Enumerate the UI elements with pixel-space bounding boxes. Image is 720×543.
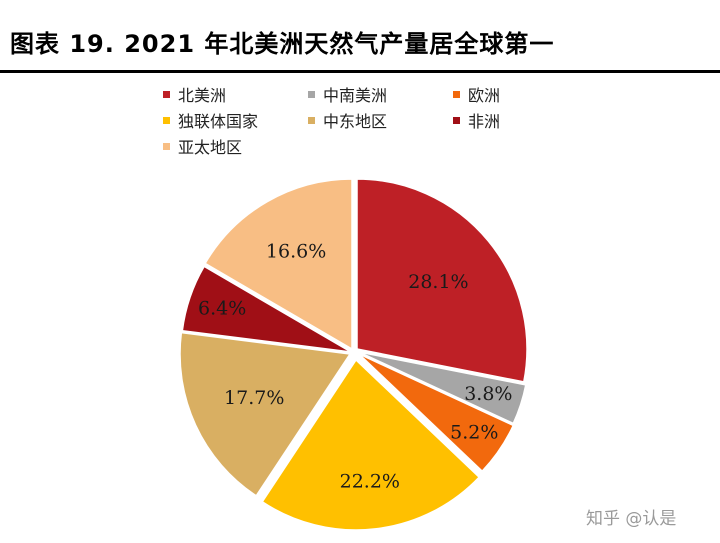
pie-slice bbox=[261, 358, 481, 531]
legend-swatch bbox=[163, 142, 170, 150]
slice-data-label: 16.6% bbox=[266, 241, 326, 263]
slice-data-label: 5.2% bbox=[450, 421, 498, 443]
legend-swatch bbox=[163, 116, 170, 124]
slice-data-label: 28.1% bbox=[408, 271, 468, 293]
pie-slice bbox=[181, 265, 352, 353]
legend-item: 欧洲 bbox=[453, 84, 553, 105]
legend-item: 亚太地区 bbox=[163, 136, 308, 157]
legend-swatch bbox=[453, 90, 460, 98]
legend-swatch bbox=[163, 90, 170, 98]
pie-slice bbox=[179, 331, 352, 497]
legend-item: 非洲 bbox=[453, 110, 553, 131]
legend-item: 中东地区 bbox=[308, 110, 453, 131]
legend-swatch bbox=[308, 90, 315, 98]
pie-slice bbox=[358, 351, 527, 425]
legend-label: 欧洲 bbox=[468, 86, 501, 105]
legend-label: 独联体国家 bbox=[178, 112, 259, 131]
slice-data-label: 6.4% bbox=[198, 297, 246, 319]
legend-label: 亚太地区 bbox=[178, 138, 243, 157]
slice-data-label: 3.8% bbox=[464, 383, 512, 405]
legend-item: 北美洲 bbox=[163, 84, 308, 105]
chart-legend: 北美洲 中南美洲 欧洲独联体国家 中东地区 非洲亚太地区 bbox=[163, 84, 553, 157]
slice-data-label: 22.2% bbox=[340, 471, 400, 493]
title-divider bbox=[0, 70, 720, 73]
pie-slice bbox=[356, 178, 528, 383]
legend-label: 中东地区 bbox=[323, 112, 388, 131]
legend-label: 非洲 bbox=[468, 112, 501, 131]
legend-label: 中南美洲 bbox=[323, 86, 388, 105]
legend-swatch bbox=[453, 116, 460, 124]
pie-slice bbox=[358, 353, 515, 473]
watermark-text: 知乎 @认是 bbox=[586, 509, 677, 529]
legend-item: 独联体国家 bbox=[163, 110, 308, 131]
legend-swatch bbox=[308, 116, 315, 124]
legend-label: 北美洲 bbox=[178, 86, 227, 105]
figure-title: 图表 19. 2021 年北美洲天然气产量居全球第一 bbox=[10, 30, 555, 58]
legend-item: 中南美洲 bbox=[308, 84, 453, 105]
pie-slice bbox=[204, 178, 353, 351]
slice-data-label: 17.7% bbox=[224, 387, 284, 409]
